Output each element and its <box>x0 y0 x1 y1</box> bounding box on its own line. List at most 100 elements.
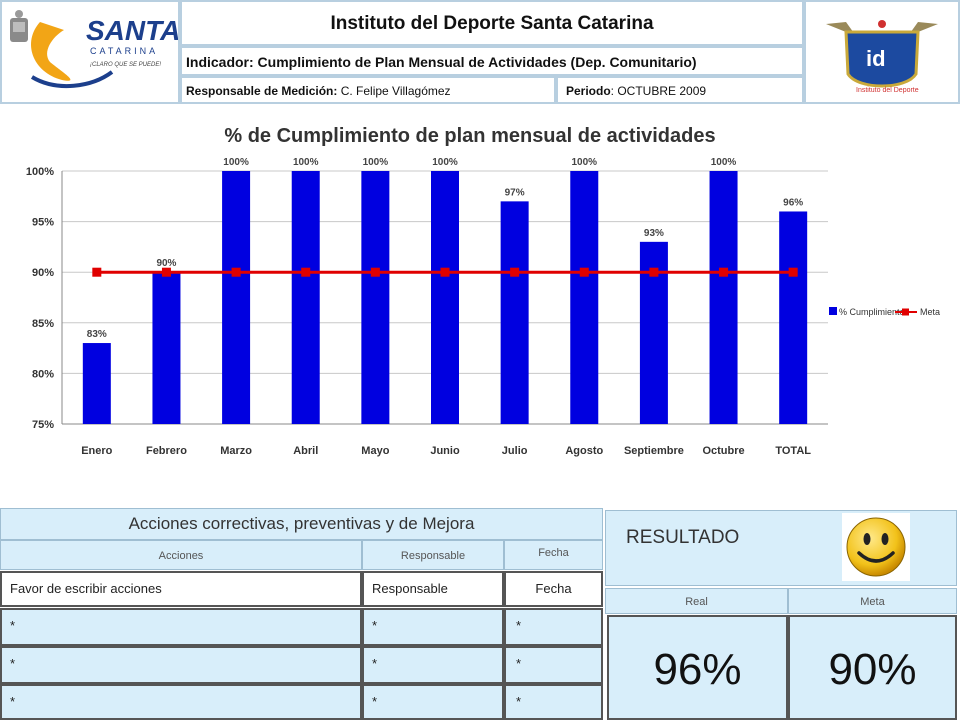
institute-title: Instituto del Deporte Santa Catarina <box>180 0 804 46</box>
meta-label: Meta <box>788 588 957 614</box>
data-label: 96% <box>783 197 803 208</box>
action-cell[interactable]: * <box>0 608 362 646</box>
svg-text:Instituto del Deporte: Instituto del Deporte <box>856 87 919 94</box>
meta-marker <box>719 267 729 277</box>
meta-marker <box>510 267 520 277</box>
x-tick-label: Marzo <box>220 445 252 457</box>
bar <box>431 171 459 424</box>
y-tick-label: 80% <box>32 368 54 380</box>
smiley-icon <box>842 513 910 581</box>
x-tick-label: Febrero <box>146 445 187 457</box>
svg-text:¡CLARO QUE SE PUEDE!: ¡CLARO QUE SE PUEDE! <box>90 62 161 68</box>
col-acciones: Acciones <box>0 540 362 570</box>
responsible-row: Responsable de Medición: C. Felipe Villa… <box>180 76 556 104</box>
chart-y-ticks: 75% 80% 85% 90% 95% 100% <box>26 166 54 431</box>
data-label: 100% <box>711 157 737 168</box>
data-label: 100% <box>363 157 389 168</box>
x-tick-label: Junio <box>430 445 460 457</box>
logo-right-box: id Instituto del Deporte <box>804 0 960 104</box>
x-tick-label: Agosto <box>565 445 603 457</box>
svg-text:id: id <box>866 46 886 71</box>
real-label: Real <box>605 588 788 614</box>
responsable-cell[interactable]: * <box>362 646 504 684</box>
result-header: RESULTADO <box>605 510 957 586</box>
bar <box>779 211 808 424</box>
col-responsable: Responsable <box>362 540 504 570</box>
chart-bars <box>82 171 808 424</box>
fecha-cell[interactable]: * <box>504 684 603 720</box>
period-label: Periodo <box>566 84 611 98</box>
santa-catarina-logo: SANTA CATARINA ¡CLARO QUE SE PUEDE! <box>10 10 180 89</box>
period-value: : OCTUBRE 2009 <box>610 84 707 98</box>
meta-marker <box>440 267 450 277</box>
chart-legend: % Cumplimiento Meta <box>829 307 940 317</box>
chart-x-ticks: Enero Febrero Marzo Abril Mayo Junio Julio Agos… <box>81 445 811 457</box>
instituto-deporte-logo: id Instituto del Deporte <box>826 20 938 94</box>
data-label: 100% <box>432 157 458 168</box>
x-tick-label: Septiembre <box>624 445 684 457</box>
responsable-cell[interactable]: * <box>362 608 504 646</box>
responsible-label: Responsable de Medición: <box>186 84 338 98</box>
svg-text:SANTA: SANTA <box>86 15 178 46</box>
bar <box>361 171 390 424</box>
x-tick-label: Julio <box>502 445 528 457</box>
x-tick-label: Abril <box>293 445 318 457</box>
meta-value: 90% <box>788 615 957 720</box>
y-tick-label: 90% <box>32 267 54 279</box>
bar <box>291 171 320 424</box>
responsible-value: C. Felipe Villagómez <box>340 84 451 98</box>
fecha-cell[interactable]: Fecha <box>504 571 603 607</box>
meta-marker <box>370 267 380 277</box>
responsable-cell[interactable]: * <box>362 684 504 720</box>
legend-swatch-cumplimiento <box>829 307 837 315</box>
svg-text:CATARINA: CATARINA <box>90 46 158 56</box>
action-cell[interactable]: * <box>0 684 362 720</box>
meta-marker <box>92 267 102 277</box>
fecha-cell[interactable]: * <box>504 646 603 684</box>
actions-title: Acciones correctivas, preventivas y de M… <box>0 508 603 540</box>
x-tick-label: Mayo <box>361 445 389 457</box>
real-value: 96% <box>607 615 788 720</box>
chart-title: % de Cumplimiento de plan mensual de act… <box>224 125 715 147</box>
bar <box>82 343 111 424</box>
meta-marker <box>579 267 589 277</box>
y-tick-label: 95% <box>32 217 54 229</box>
indicator-text: Indicador: Cumplimiento de Plan Mensual … <box>180 46 804 76</box>
y-tick-label: 100% <box>26 166 54 178</box>
y-tick-label: 75% <box>32 419 54 431</box>
compliance-chart: % de Cumplimiento de plan mensual de act… <box>26 125 940 457</box>
x-tick-label: TOTAL <box>775 445 811 457</box>
data-label: 90% <box>156 258 176 269</box>
legend-label-meta: Meta <box>920 307 940 317</box>
action-cell[interactable]: Favor de escribir acciones <box>0 571 362 607</box>
action-cell[interactable]: * <box>0 646 362 684</box>
meta-marker <box>161 267 171 277</box>
data-label: 83% <box>87 329 107 340</box>
data-label: 93% <box>644 228 664 239</box>
meta-marker <box>649 267 659 277</box>
bar <box>709 171 738 424</box>
data-label: 100% <box>293 157 319 168</box>
legend-marker-meta <box>902 308 909 316</box>
meta-marker <box>231 267 241 277</box>
data-label: 100% <box>223 157 249 168</box>
logo-left-box: SANTA CATARINA ¡CLARO QUE SE PUEDE! <box>0 0 180 104</box>
bar <box>500 201 529 424</box>
bar <box>222 171 251 424</box>
chart-meta-line <box>92 267 798 277</box>
y-tick-label: 85% <box>32 318 54 330</box>
period-row: Periodo: OCTUBRE 2009 <box>556 76 804 104</box>
result-title: RESULTADO <box>626 527 740 548</box>
data-label: 100% <box>571 157 597 168</box>
data-label: 97% <box>505 187 525 198</box>
coat-of-arms-icon <box>10 10 28 42</box>
responsable-cell[interactable]: Responsable <box>362 571 504 607</box>
meta-marker <box>788 267 798 277</box>
chart-data-labels: 83% 90% 100% 100% 100% 100% 97% 100% 93% 100% 96% <box>87 157 803 340</box>
x-tick-label: Octubre <box>702 445 744 457</box>
x-tick-label: Enero <box>81 445 112 457</box>
fecha-cell[interactable]: * <box>504 608 603 646</box>
legend-label-cumplimiento: % Cumplimiento <box>839 307 905 317</box>
bar <box>152 272 181 424</box>
bar <box>570 171 599 424</box>
